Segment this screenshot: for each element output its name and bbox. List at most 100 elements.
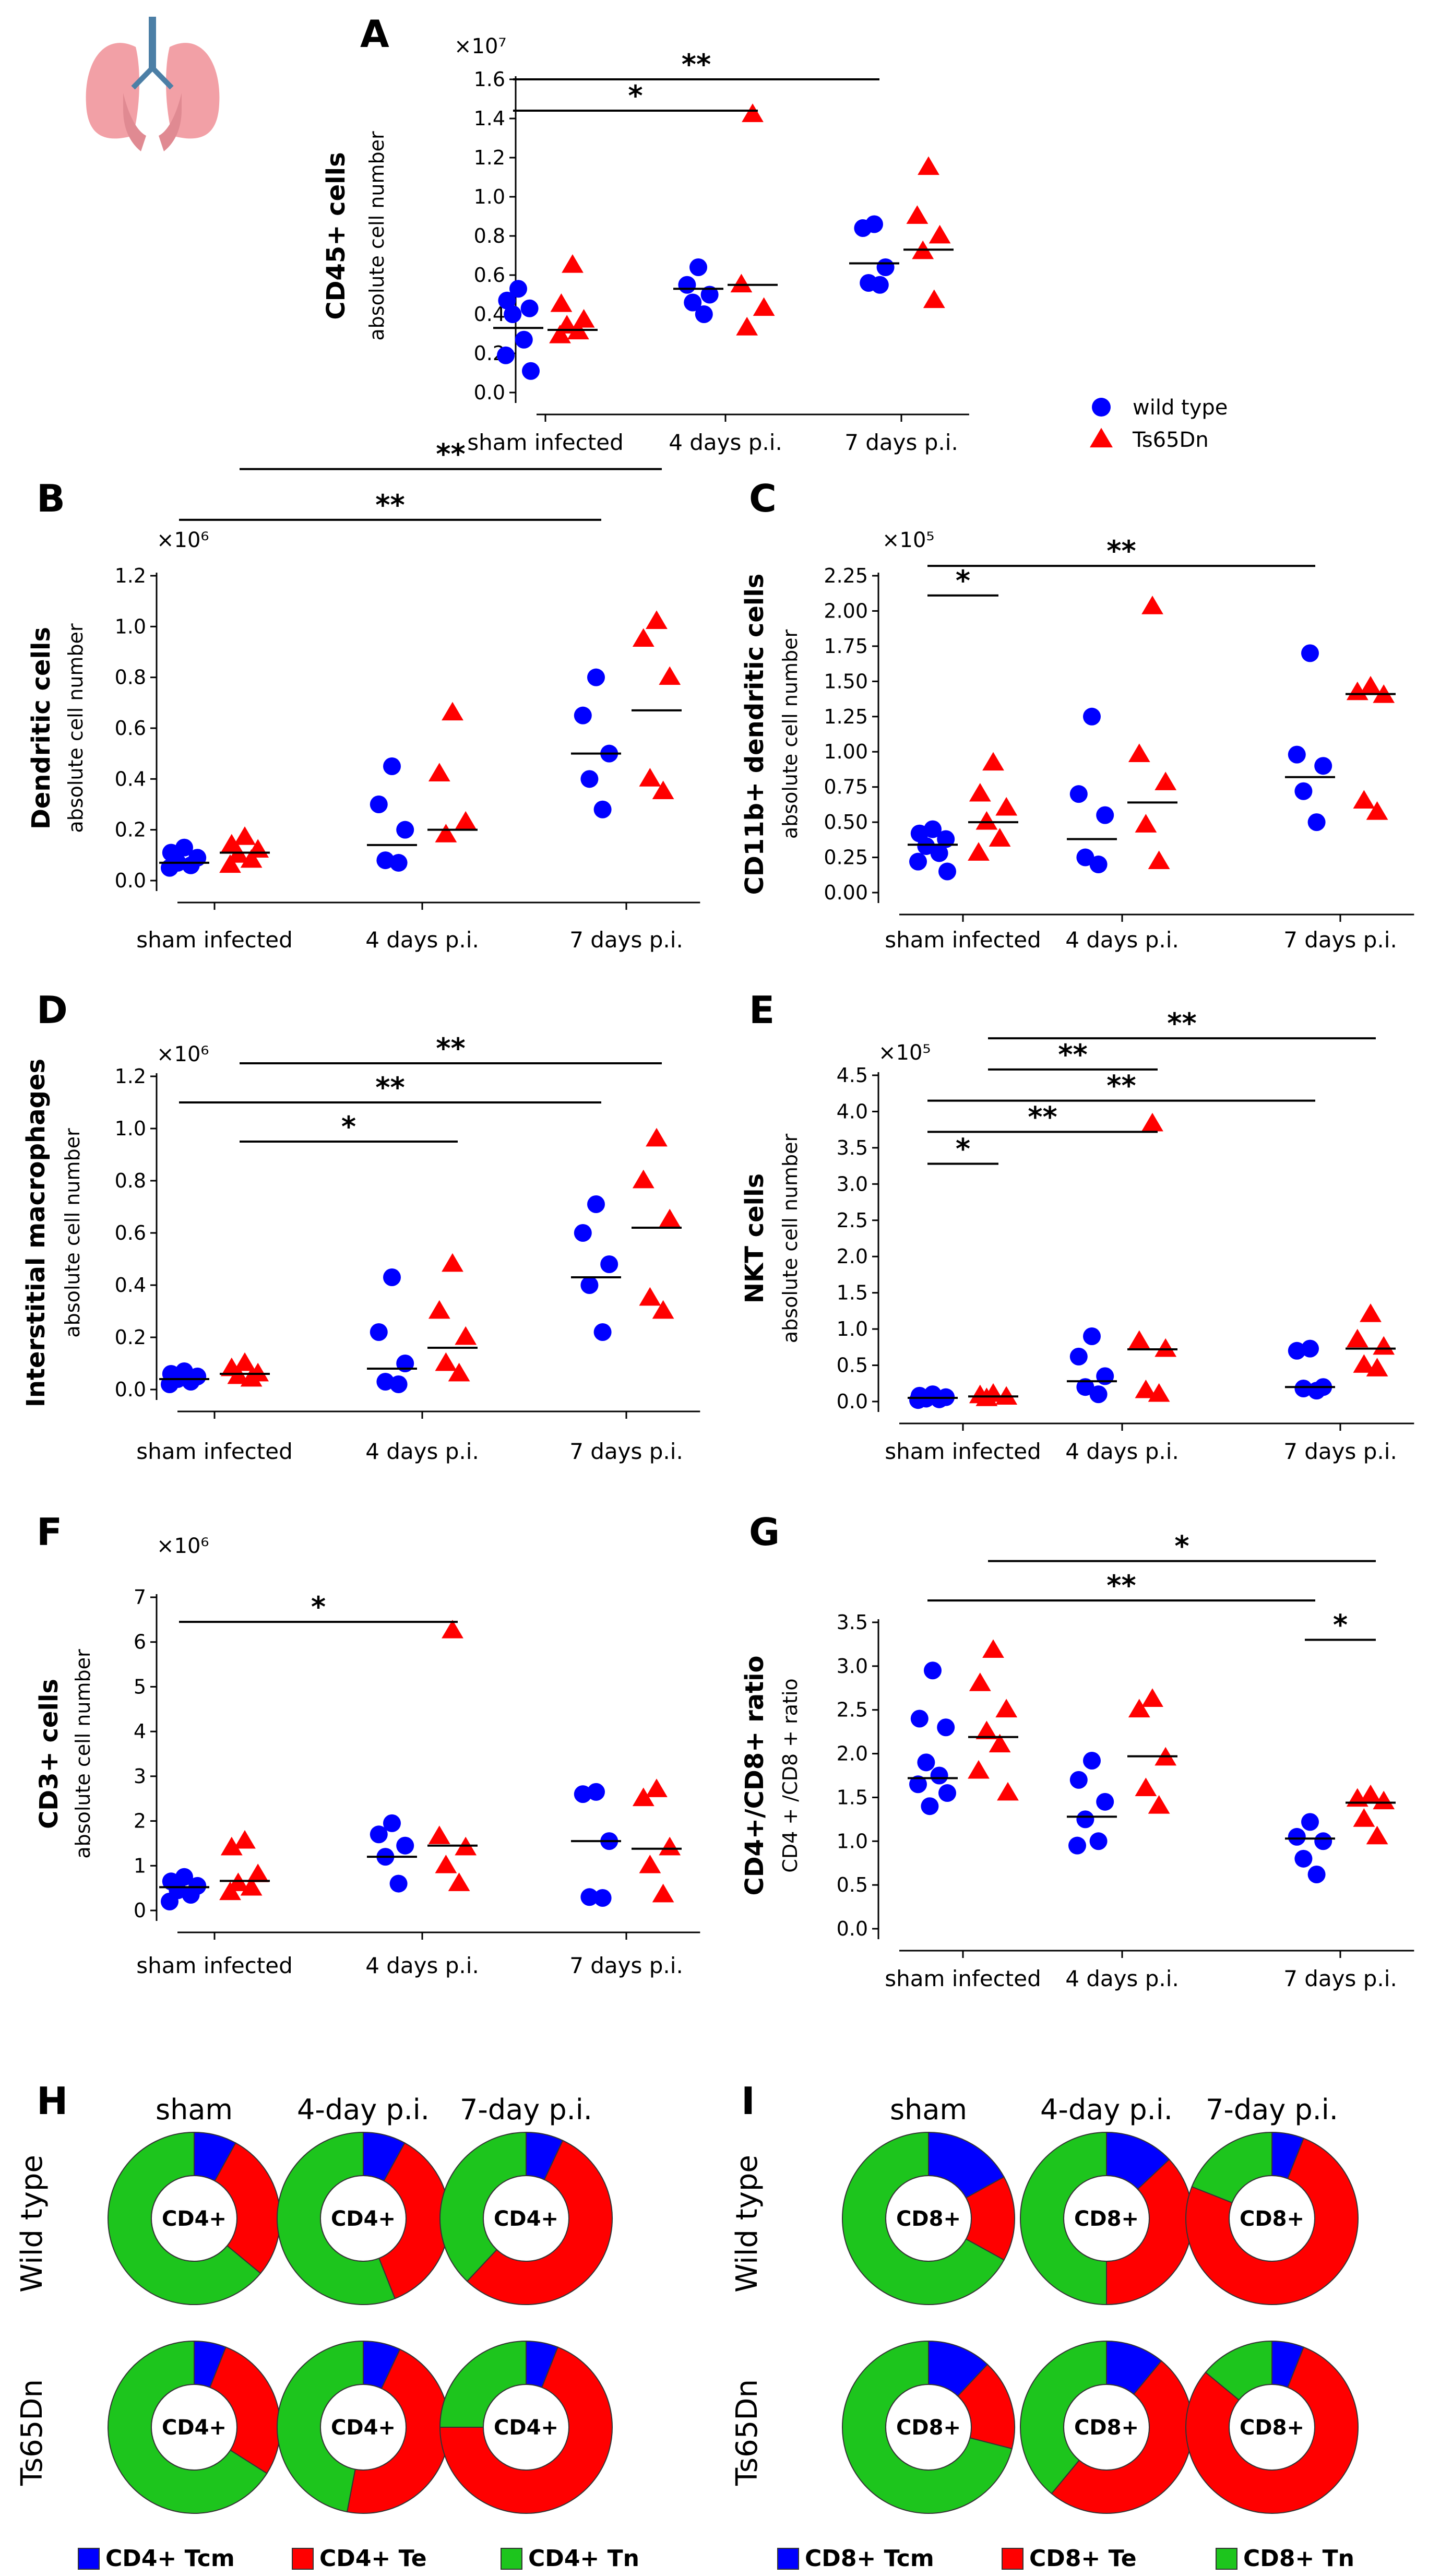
y-tick-label: 0.6: [474, 264, 505, 287]
panel-letter: I: [741, 2079, 755, 2123]
ts65dn-point: [562, 254, 584, 273]
donut-hole: [885, 2175, 972, 2262]
ts65dn-point: [435, 824, 457, 842]
ts65dn-point: [1353, 1808, 1375, 1827]
lung-lobes: [123, 93, 182, 151]
panel-d: D 0.0 0.2 0.4 0.6 0.8 1.0 1.2 sham infected 4 day…: [21, 988, 700, 1464]
donut-center-label: CD4+: [331, 2207, 396, 2231]
wild-type-point: [587, 668, 605, 686]
y-tick-label: 0.0: [115, 1378, 146, 1401]
wild-type-point: [1307, 1382, 1326, 1400]
wild-type-point: [161, 1892, 178, 1910]
y-tick-label: 0.0: [837, 1917, 868, 1940]
ts65dn-point: [639, 768, 661, 787]
wild-type-point: [504, 305, 522, 323]
ts65dn-point: [995, 797, 1018, 816]
wild-type-point: [1294, 1849, 1313, 1868]
ts65dn-point: [639, 1855, 661, 1873]
significance-label: **: [1058, 1038, 1087, 1071]
wild-type-point: [910, 1710, 929, 1728]
ts65dn-point: [1148, 850, 1170, 870]
legend-swatch: [78, 2548, 100, 2570]
ts65dn-point: [736, 317, 758, 336]
ts65dn-point: [646, 610, 668, 629]
legend-swatch: [292, 2548, 314, 2570]
x-tick-label: sham infected: [885, 1439, 1041, 1464]
y-tick-label: 1.5: [837, 1786, 868, 1809]
y-tick-label: 2: [134, 1810, 146, 1833]
y-tick-label: 1.0: [837, 1830, 868, 1853]
donut-hole: [483, 2175, 569, 2262]
legend-label: CD4+ Te: [319, 2545, 427, 2572]
wild-type-point: [587, 1783, 605, 1801]
ts65dn-point: [995, 1699, 1018, 1718]
significance-label: **: [1028, 1100, 1057, 1133]
wild-type-point: [684, 293, 702, 312]
axis-multiplier: ×10⁷: [454, 34, 506, 58]
wild-type-point: [1092, 398, 1111, 417]
donut-hole: [320, 2175, 407, 2262]
donut-center-label: CD8+: [1240, 2207, 1304, 2231]
ts65dn-point: [219, 1881, 241, 1901]
axis-multiplier: ×10⁶: [157, 1534, 209, 1558]
ts65dn-point: [1353, 1354, 1375, 1373]
ts65dn-point: [1135, 1379, 1157, 1398]
column-title: 4-day p.i.: [1040, 2093, 1173, 2126]
y-axis-subtitle: absolute cell number: [779, 1134, 802, 1344]
panel-f: F 0 1 2 3 4 5 6 7 sham infected 4 days p.i. 7 days …: [34, 1510, 700, 1978]
column-title: 7-day p.i.: [1206, 2093, 1338, 2126]
ts65dn-point: [1366, 1358, 1388, 1376]
legend-swatch: [777, 2548, 799, 2570]
wild-type-point: [509, 280, 527, 298]
wild-type-point: [1314, 1832, 1332, 1850]
y-tick-label: 2.5: [837, 1699, 868, 1722]
axis-multiplier: ×10⁶: [157, 528, 209, 552]
x-tick-label: 7 days p.i.: [569, 927, 683, 953]
y-tick-label: 2.0: [837, 1245, 868, 1268]
wild-type-point: [389, 1375, 408, 1393]
y-tick-label: 1.0: [837, 1317, 868, 1340]
ts65dn-point: [448, 1362, 470, 1382]
ts65dn-point: [652, 1300, 674, 1319]
donut-center-label: CD8+: [896, 2207, 961, 2231]
y-tick-label: 0.6: [115, 1221, 146, 1244]
ts65dn-point: [234, 1830, 256, 1849]
ts65dn-point: [442, 1253, 463, 1272]
y-tick-label: 0.8: [115, 666, 146, 689]
wild-type-point: [909, 852, 927, 871]
y-tick-label: 1.5: [837, 1281, 868, 1304]
trachea: [149, 17, 156, 69]
wild-type-point: [1301, 1339, 1319, 1358]
ts65dn-point: [632, 1169, 654, 1189]
x-tick-label: sham infected: [467, 430, 623, 455]
ts65dn-point: [1353, 790, 1375, 809]
y-axis-subtitle: CD4 + /CD8 + ratio: [779, 1678, 802, 1872]
wild-type-point: [695, 305, 713, 323]
legend-swatch: [501, 2548, 522, 2570]
wild-type-point: [938, 862, 956, 881]
y-tick-label: 0.5: [837, 1873, 868, 1896]
ts65dn-point: [1373, 1790, 1395, 1810]
ts65dn-point: [1148, 1383, 1170, 1402]
wild-type-point: [937, 830, 955, 848]
wild-type-point: [1069, 1771, 1088, 1789]
ts65dn-point: [1128, 1699, 1150, 1718]
x-tick-label: 4 days p.i.: [365, 1439, 479, 1464]
significance-label: **: [1106, 1569, 1136, 1602]
ts65dn-point: [632, 1787, 654, 1807]
legend-label: CD4+ Tn: [528, 2545, 639, 2572]
bronchi: [131, 66, 174, 90]
ts65dn-point: [659, 666, 681, 685]
wild-type-point: [574, 1224, 592, 1242]
wild-type-point: [1076, 848, 1094, 866]
donut-center-label: CD4+: [162, 2207, 227, 2231]
wild-type-point: [854, 219, 872, 237]
y-axis-subtitle: absolute cell number: [61, 1128, 84, 1338]
donut-hole: [1063, 2384, 1150, 2471]
donut-hole: [1063, 2175, 1150, 2262]
panel-letter: B: [37, 477, 65, 520]
donut-center-label: CD8+: [896, 2416, 961, 2440]
ts65dn-point: [975, 811, 998, 830]
